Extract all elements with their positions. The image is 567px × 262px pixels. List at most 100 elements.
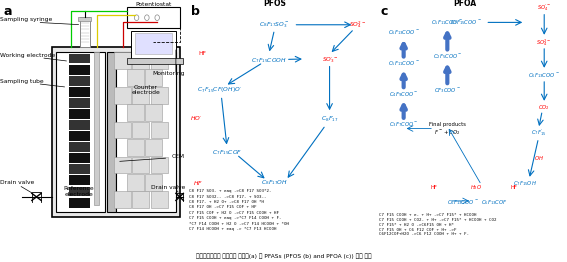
Bar bbox=[69, 187, 90, 196]
Text: PFOA: PFOA bbox=[453, 0, 476, 8]
Text: $C_7F_{15}OH$: $C_7F_{15}OH$ bbox=[513, 179, 537, 188]
Bar bbox=[69, 120, 90, 130]
Text: $C_6F_{13}COO^-$: $C_6F_{13}COO^-$ bbox=[528, 71, 560, 80]
FancyBboxPatch shape bbox=[132, 52, 149, 69]
Text: C7 F15 COOH + eaq ->*C7 F14 COOH + F-: C7 F15 COOH + eaq ->*C7 F14 COOH + F- bbox=[189, 216, 281, 220]
Text: C7 F15 COF + H2 O ->C7 F15 COOH + HF: C7 F15 COF + H2 O ->C7 F15 COOH + HF bbox=[189, 211, 279, 215]
Text: c: c bbox=[381, 5, 388, 18]
Bar bbox=[69, 109, 90, 119]
Text: $C_4F_9COO^-$: $C_4F_9COO^-$ bbox=[389, 90, 418, 99]
FancyBboxPatch shape bbox=[126, 139, 143, 156]
Text: Drain valve: Drain valve bbox=[0, 180, 34, 185]
Text: HF: HF bbox=[430, 185, 438, 190]
Bar bbox=[69, 131, 90, 141]
Text: CEM: CEM bbox=[172, 154, 185, 159]
Text: Sampling syringe: Sampling syringe bbox=[0, 17, 52, 22]
Text: $C_5F_{11}COO^-$: $C_5F_{11}COO^-$ bbox=[431, 18, 463, 27]
Text: $C_7F_{15}CF(OH)O^{\cdot}$: $C_7F_{15}CF(OH)O^{\cdot}$ bbox=[197, 86, 242, 95]
Text: PFOS: PFOS bbox=[263, 0, 286, 8]
FancyBboxPatch shape bbox=[145, 139, 162, 156]
FancyBboxPatch shape bbox=[151, 87, 168, 103]
Text: C7 F14 HCOOH + eaq -> *C7 F13 HCOOH: C7 F14 HCOOH + eaq -> *C7 F13 HCOOH bbox=[189, 227, 277, 231]
Text: $C_7F_{15}COO^-$: $C_7F_{15}COO^-$ bbox=[450, 18, 482, 27]
Bar bbox=[69, 164, 90, 174]
FancyBboxPatch shape bbox=[151, 52, 168, 69]
Text: $HF$: $HF$ bbox=[193, 179, 204, 187]
Text: $C_8F_{17}SO_3^-$: $C_8F_{17}SO_3^-$ bbox=[259, 20, 290, 30]
Text: C7 F15 COOH + e- + H+ ->C7 F15* + HCOOH: C7 F15 COOH + e- + H+ ->C7 F15* + HCOOH bbox=[379, 214, 476, 217]
Text: $C_6F_{13}COO^-$: $C_6F_{13}COO^-$ bbox=[388, 29, 420, 37]
Bar bbox=[95, 52, 99, 205]
Text: b: b bbox=[191, 5, 200, 18]
Bar bbox=[131, 31, 176, 59]
Text: C8 F17- + H2 O+ ->C8 F17 OH *H: C8 F17- + H2 O+ ->C8 F17 OH *H bbox=[189, 200, 264, 204]
Bar bbox=[69, 98, 90, 108]
Text: $SO_4^{2-}$: $SO_4^{2-}$ bbox=[536, 37, 552, 48]
Text: $CF_3COO^-$: $CF_3COO^-$ bbox=[434, 86, 461, 95]
Text: C8 F17 OH ->C7 F15 COF + HF: C8 F17 OH ->C7 F15 COF + HF bbox=[189, 205, 256, 209]
FancyBboxPatch shape bbox=[113, 87, 130, 103]
Text: $SO_4^{2-}$: $SO_4^{2-}$ bbox=[349, 19, 367, 30]
Text: HF: HF bbox=[198, 51, 206, 56]
Text: $C_5F_{11}COO^-$: $C_5F_{11}COO^-$ bbox=[388, 59, 420, 68]
Text: C6F12COF+H2O ->C6 F12 COOH + H+ + F-: C6F12COF+H2O ->C6 F12 COOH + H+ + F- bbox=[379, 232, 469, 236]
Bar bbox=[135, 33, 172, 54]
Text: $H_2O$: $H_2O$ bbox=[469, 183, 482, 192]
Bar bbox=[127, 7, 180, 28]
Text: Potentiostat: Potentiostat bbox=[136, 2, 172, 7]
Bar bbox=[69, 153, 90, 163]
FancyBboxPatch shape bbox=[132, 192, 149, 208]
Bar bbox=[127, 58, 183, 64]
Text: Working electrode: Working electrode bbox=[0, 53, 55, 58]
Bar bbox=[69, 76, 90, 86]
FancyBboxPatch shape bbox=[132, 87, 149, 103]
Bar bbox=[78, 17, 91, 21]
Text: C7 F15 COOH + CO2- + H+ ->C7 F15* + HCOOH + CO2: C7 F15 COOH + CO2- + H+ ->C7 F15* + HCOO… bbox=[379, 218, 497, 222]
Bar bbox=[52, 47, 180, 217]
Bar bbox=[81, 17, 90, 47]
Bar bbox=[107, 52, 116, 212]
Text: $^{\cdot}OH$: $^{\cdot}OH$ bbox=[533, 154, 544, 162]
Text: Reference
electrode: Reference electrode bbox=[64, 186, 94, 197]
Text: Monitoring: Monitoring bbox=[153, 72, 185, 77]
Text: $SO_4^{\cdot-}$: $SO_4^{\cdot-}$ bbox=[537, 3, 552, 13]
Text: $C_8F_{17}OH$: $C_8F_{17}OH$ bbox=[261, 178, 288, 187]
Text: Final products
$F^-+CO_2$: Final products $F^-+CO_2$ bbox=[429, 122, 466, 137]
Text: C7 F15 OH + C6 F12 COF + H+ ->F: C7 F15 OH + C6 F12 COF + H+ ->F bbox=[379, 228, 456, 232]
Text: $C_7F_{15}^{\cdot}$: $C_7F_{15}^{\cdot}$ bbox=[531, 128, 546, 138]
Text: 미생물전기화학 반응조의 개요도(a) 및 PFASs (PFOS (b) and PFOA (c)) 분해 경로: 미생물전기화학 반응조의 개요도(a) 및 PFASs (PFOS (b) an… bbox=[196, 254, 371, 259]
Text: $C_6F_{13}COF$: $C_6F_{13}COF$ bbox=[481, 198, 508, 207]
Bar bbox=[69, 176, 90, 185]
Text: HF: HF bbox=[510, 185, 517, 190]
Text: $C_2F_5COO^-$: $C_2F_5COO^-$ bbox=[433, 52, 462, 61]
Text: C7 F15* + H2 O ->C6F15 OH + H*: C7 F15* + H2 O ->C6F15 OH + H* bbox=[379, 223, 454, 227]
FancyBboxPatch shape bbox=[132, 122, 149, 138]
Text: $C_8F_{17}^{\cdot}$: $C_8F_{17}^{\cdot}$ bbox=[321, 114, 338, 124]
Text: C8 F17 SO32-- ->C8 F17- + SO3--: C8 F17 SO32-- ->C8 F17- + SO3-- bbox=[189, 195, 266, 199]
FancyBboxPatch shape bbox=[145, 69, 162, 86]
Text: C8 F17 SO3- + eaq ->C8 F17 SO3*2-: C8 F17 SO3- + eaq ->C8 F17 SO3*2- bbox=[189, 189, 272, 193]
Text: $C_7F_{15}COF$: $C_7F_{15}COF$ bbox=[212, 148, 242, 156]
Text: $C_6F_{13}COO^-$: $C_6F_{13}COO^-$ bbox=[447, 198, 479, 207]
FancyBboxPatch shape bbox=[151, 192, 168, 208]
FancyBboxPatch shape bbox=[113, 157, 130, 173]
FancyBboxPatch shape bbox=[151, 122, 168, 138]
Bar bbox=[116, 52, 176, 212]
Bar bbox=[69, 87, 90, 97]
Text: $C_3F_7COO^-$: $C_3F_7COO^-$ bbox=[389, 121, 418, 129]
Text: $CO_2$: $CO_2$ bbox=[538, 103, 550, 112]
FancyBboxPatch shape bbox=[113, 52, 130, 69]
FancyBboxPatch shape bbox=[145, 174, 162, 191]
Text: $SO_3^{\cdot-}$: $SO_3^{\cdot-}$ bbox=[321, 55, 337, 65]
Bar bbox=[69, 53, 90, 63]
FancyBboxPatch shape bbox=[132, 157, 149, 173]
Text: *C7 F14 COOH + H2 O ->C7 F14 HCOOH + *OH: *C7 F14 COOH + H2 O ->C7 F14 HCOOH + *OH bbox=[189, 222, 289, 226]
Text: a: a bbox=[4, 5, 12, 18]
Text: Counter
electrode: Counter electrode bbox=[132, 85, 160, 95]
Bar bbox=[69, 142, 90, 152]
Bar bbox=[69, 65, 90, 74]
Text: Drain valve: Drain valve bbox=[151, 185, 185, 190]
FancyBboxPatch shape bbox=[126, 174, 143, 191]
FancyBboxPatch shape bbox=[113, 122, 130, 138]
Text: $C_7F_{15}COOH$: $C_7F_{15}COOH$ bbox=[251, 56, 287, 64]
